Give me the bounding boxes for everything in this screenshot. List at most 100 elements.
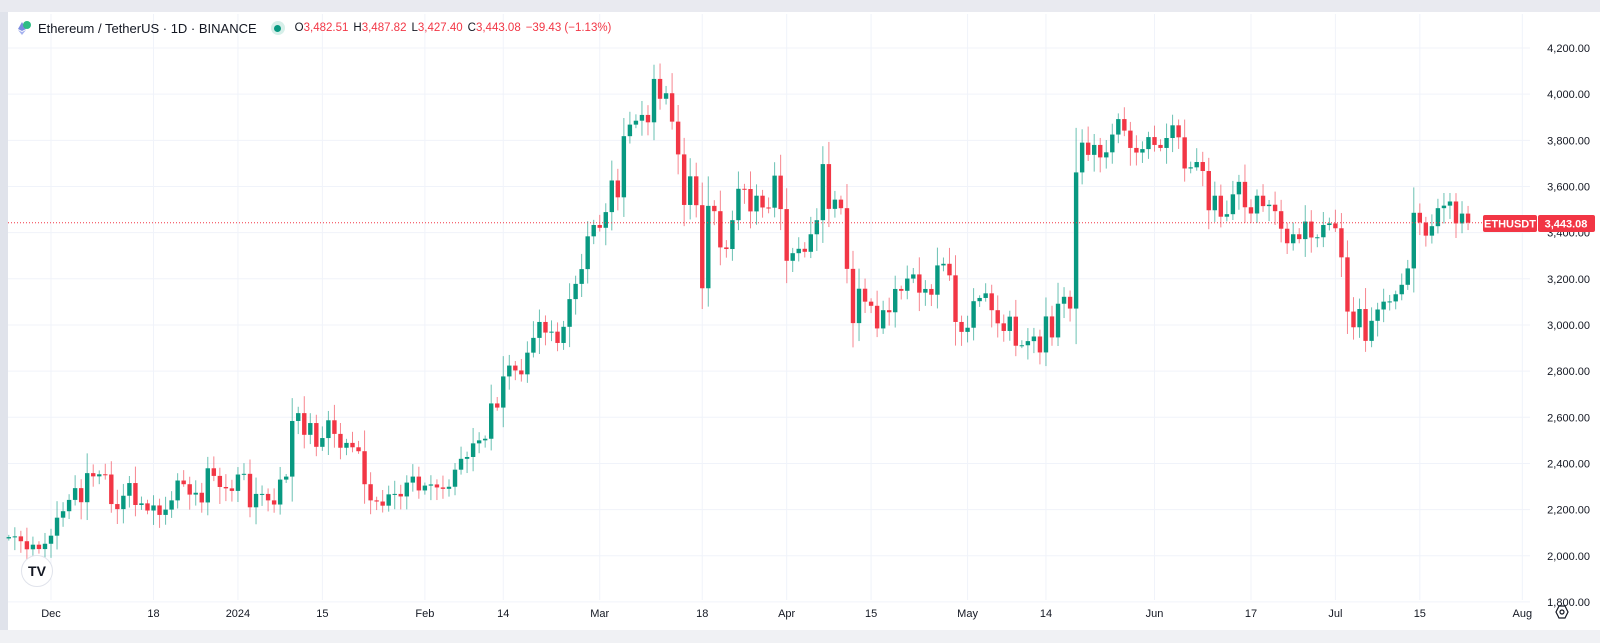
candle-body [965,327,970,332]
candle-body [1116,119,1121,135]
candle-up [965,315,970,343]
time-axis-label: 15 [316,608,328,620]
settings-gear-icon[interactable] [1554,604,1570,620]
candle-body [790,253,795,261]
candle-down [1423,216,1429,247]
candle-down [199,482,204,513]
candle-down [1272,191,1278,225]
candle-up [428,475,434,501]
candle-up [1435,198,1441,234]
time-axis-label: 18 [147,608,159,620]
candle-body [386,494,391,506]
candle-body [193,492,198,495]
candle-down [694,162,699,218]
candle-down [115,489,120,525]
candle-body [374,500,379,502]
change-value: −39.43 (−1.13%) [525,22,612,34]
price-tag-value: 3,443.08 [1545,219,1588,231]
candle-down [862,278,868,314]
tradingview-logo[interactable]: TV [21,555,53,587]
candle-up [163,496,168,525]
candle-up [1092,134,1097,172]
candle-down [368,472,373,515]
candle-up [880,300,886,334]
candle-body [1345,257,1350,312]
candle-body [12,536,18,538]
candle-body [489,403,494,439]
candle-body [127,483,132,496]
candle-down [784,188,789,284]
candle-body [615,180,621,198]
candle-body [259,493,265,495]
candle-body [368,484,373,501]
candle-up [139,496,144,510]
candle-up [464,451,470,474]
candle-down [314,414,319,457]
candle-body [1441,205,1447,209]
candle-down [1248,199,1254,224]
candle-body [476,440,482,444]
candle-down [995,295,1000,338]
candle-body [434,484,440,488]
candle-body [1212,195,1217,211]
candle-body [1049,316,1055,338]
candle-up [392,480,397,510]
candle-up [1381,288,1386,323]
open-label: O [294,22,304,34]
candle-up [1447,193,1453,219]
candle-down [675,104,681,175]
candle-body [1381,301,1386,310]
candle-up [935,247,940,309]
candle-down [838,195,844,215]
symbol-title[interactable]: Ethereum / TetherUS · 1D · BINANCE [38,20,257,36]
candle-body [139,503,144,505]
candle-body [1375,309,1380,321]
candle-body [561,326,566,343]
candle-body [229,488,235,491]
candle-body [531,337,536,353]
market-status-icon[interactable] [270,21,285,35]
candle-down [91,464,96,487]
candle-body [796,248,801,254]
candle-down [899,285,904,300]
candle-down [440,475,446,499]
candle-body [1134,147,1139,153]
candle-body [157,505,162,515]
candle-body [923,288,928,293]
candle-down [1176,119,1181,149]
candle-up [1224,200,1230,222]
candle-body [1315,237,1320,239]
candle-body [694,176,699,206]
candle-down [886,297,892,326]
price-axis-label: 2,400.00 [1547,458,1590,470]
time-axis-label: May [957,608,978,620]
candle-up [476,432,482,454]
candle-down [868,298,874,314]
candle-body [1170,125,1175,139]
candle-down [103,463,108,480]
candle-body [983,293,988,298]
candle-body [1182,137,1187,169]
candle-body [1333,223,1338,229]
candle-body [820,164,826,221]
candle-up [1164,123,1169,164]
candle-up [736,171,741,231]
candle-down [187,476,192,510]
candle-body [1284,228,1290,244]
candle-up [1170,114,1175,153]
candle-body [30,544,36,550]
candle-body [91,473,96,477]
candle-down [1333,209,1338,232]
candle-body [1266,204,1272,207]
candle-body [784,209,789,261]
candle-up [1254,189,1260,224]
candle-up [531,321,536,358]
candle-down [1465,205,1471,231]
candle-up [591,219,596,245]
candle-up [633,114,639,129]
candle-up [283,473,289,483]
candle-body [874,305,880,329]
candle-body [410,476,416,483]
candle-down [223,474,229,502]
